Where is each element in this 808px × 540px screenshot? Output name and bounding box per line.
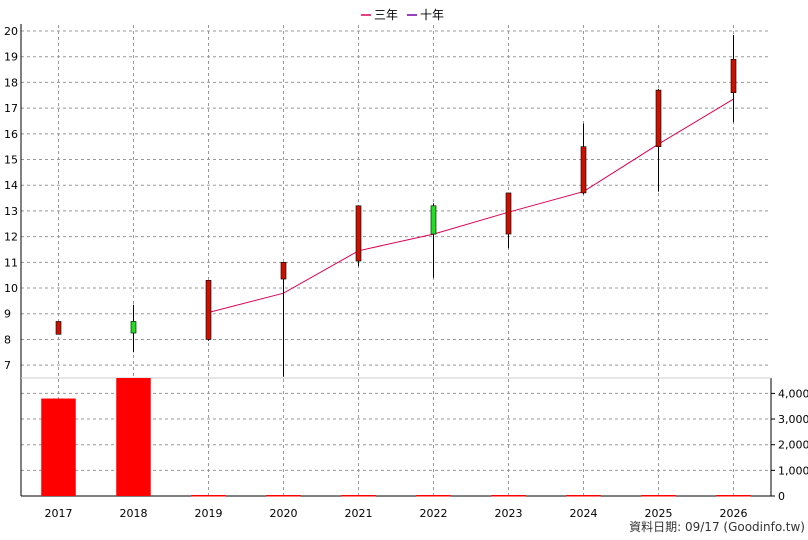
candle-body [580,146,587,194]
volume-bars [41,378,751,497]
volume-tick-label: 3,000 [778,413,808,426]
year-tick-label: 2017 [45,507,73,520]
volume-bar [416,495,451,497]
year-tick-label: 2021 [345,507,373,520]
price-tick-label: 12 [4,231,18,244]
price-tick-label: 11 [4,256,18,269]
price-tick-label: 7 [4,359,11,372]
volume-bar [641,495,676,497]
price-tick-label: 10 [4,282,18,295]
volume-bar [191,495,226,497]
candle-body [280,262,287,280]
year-tick-label: 2023 [495,507,523,520]
average-line-3yr [208,98,734,313]
year-tick-label: 2024 [570,507,598,520]
price-tick-label: 16 [4,128,18,141]
price-tick-label: 15 [4,154,18,167]
volume-bar [341,495,376,497]
candlesticks [55,34,737,377]
candle-body [355,205,362,262]
volume-axis-ticks: 0 1,000 2,000 3,000 4,000 [771,387,808,503]
price-tick-label: 14 [4,179,18,192]
volume-bar [266,495,301,497]
candle-body [505,192,512,235]
price-tick-label: 17 [4,102,18,115]
volume-bar [716,495,751,497]
price-tick-label: 19 [4,51,18,64]
volume-tick-label: 2,000 [778,439,808,452]
volume-bar [491,495,526,497]
volume-bar [41,398,76,496]
data-source-credit: 資料日期: 09/17 (Goodinfo.tw) [629,520,805,534]
candle-body [130,321,137,334]
volume-bar [566,495,601,497]
year-axis-ticks: 2017 2018 2019 2020 2021 2022 2023 2024 2025 2026 [45,507,748,520]
volume-tick-label: 0 [778,490,785,503]
price-tick-label: 9 [4,308,11,321]
volume-tick-label: 4,000 [778,387,808,400]
price-tick-label: 8 [4,333,11,346]
legend-label-10yr: 十年 [420,8,444,22]
price-tick-label: 20 [4,25,18,38]
legend: 三年 十年 [361,8,444,22]
candle-body [55,321,62,335]
price-axis-ticks: 7 8 9 10 11 12 13 14 15 16 17 18 19 20 [4,25,18,372]
price-tick-label: 13 [4,205,18,218]
price-tick-label: 18 [4,76,18,89]
volume-gridlines [21,392,771,471]
volume-tick-label: 1,000 [778,464,808,477]
candle-body [430,205,437,235]
candle-body [205,280,212,340]
candle-body [730,58,737,93]
volume-bar [116,378,151,496]
year-tick-label: 2025 [645,507,673,520]
year-tick-label: 2022 [420,507,448,520]
average-lines [208,98,734,313]
year-tick-label: 2020 [270,507,298,520]
year-tick-label: 2026 [720,507,748,520]
year-tick-label: 2019 [195,507,223,520]
candle-body [655,89,662,147]
legend-label-3yr: 三年 [374,8,398,22]
year-tick-label: 2018 [120,507,148,520]
